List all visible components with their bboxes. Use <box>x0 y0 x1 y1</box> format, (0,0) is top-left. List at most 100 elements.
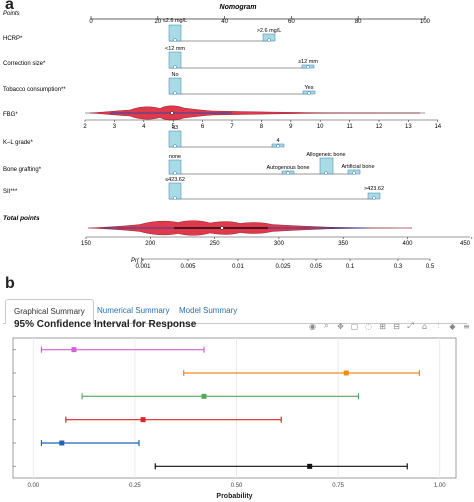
kl-label-low: ≤3 <box>172 125 178 131</box>
points-tick-label: 0 <box>89 19 93 25</box>
total-tick-label: 450 <box>460 241 471 247</box>
spike-lines-icon[interactable]: ⫶ <box>437 321 440 330</box>
box-mean-dot <box>173 65 177 69</box>
fbg-tick-label: 11 <box>346 124 353 130</box>
total-tick-label: 200 <box>145 241 156 247</box>
total-tick-label: 150 <box>81 241 92 247</box>
nomogram: Nomogram Points 0 20 40 60 80 100 HCRP* Correctio… <box>3 4 473 270</box>
pr-tick-label: 0.025 <box>275 264 291 270</box>
tobacco-label-yes: Yes <box>305 85 314 91</box>
bone-label-none: none <box>169 154 181 160</box>
zoom-out-icon[interactable]: ⊟ <box>393 321 400 331</box>
box-select-icon[interactable]: ▢ <box>350 321 359 331</box>
fbg-violin <box>89 105 421 121</box>
fbg-tick-label: 3 <box>113 124 117 130</box>
total-mean-dot <box>220 226 224 230</box>
bone-label-artificial: Artificial bone <box>341 164 374 170</box>
camera-icon[interactable]: ◉ <box>309 321 316 331</box>
box-mean-dot <box>372 196 376 200</box>
ci-tick-label: 0.25 <box>129 483 141 489</box>
tab-numerical-summary[interactable]: Numerical Summary <box>97 306 170 315</box>
bone-label-autogenous: Autogenous bone <box>266 165 309 171</box>
fbg-tick-label: 2 <box>83 124 87 130</box>
total-tick-label: 400 <box>402 241 413 247</box>
ci-tick-label: 1.00 <box>434 483 446 489</box>
box-mean-dot <box>276 144 280 148</box>
pr-tick-label: 0.05 <box>310 264 322 270</box>
hover-closest-icon[interactable]: ◆ <box>449 321 456 331</box>
row-label: FBG* <box>3 112 18 118</box>
nomogram-title: Nomogram <box>220 4 257 11</box>
row-label: Bone grafting* <box>3 167 42 173</box>
box-mean-dot <box>173 196 177 200</box>
panel-a-letter: a <box>5 0 14 13</box>
correction-label-high: ≥12 mm <box>298 59 318 65</box>
pr-label: Pr( ) <box>131 258 143 264</box>
tab-model-summary[interactable]: Model Summary <box>179 306 238 315</box>
row-label: Correction size* <box>3 61 46 67</box>
zoom-in-icon[interactable]: ⊞ <box>379 321 386 331</box>
box-mean-dot <box>173 91 177 95</box>
points-tick-label: 60 <box>288 19 295 25</box>
fbg-tick-label: 10 <box>317 124 324 130</box>
points-tick-label: 40 <box>221 19 228 25</box>
kl-label-high: 4 <box>276 138 279 144</box>
hcrp-label-high: >2.6 mg/L <box>257 28 282 34</box>
summary-tabs: Graphical Summary Numerical Summary Model … <box>3 299 467 324</box>
ci-point <box>71 347 77 353</box>
bone-label-allogeneic: Allogeneic bone <box>306 152 345 158</box>
pr-tick-label: 0.3 <box>394 264 403 270</box>
points-tick-label: 20 <box>154 19 161 25</box>
hcrp-label-low: ≤2.6 mg/L <box>163 18 187 24</box>
fbg-tick-label: 5 <box>172 124 176 130</box>
pr-tick-label: 0.005 <box>180 264 196 270</box>
box-mean-dot <box>307 91 311 95</box>
pr-tick-label: 0.1 <box>346 264 355 270</box>
fbg-tick-label: 6 <box>201 124 205 130</box>
correction-label-low: <12 mm <box>165 46 185 52</box>
box-mean-dot <box>306 65 310 69</box>
row-label: Tobacco consumption** <box>3 87 66 93</box>
ci-point <box>307 463 313 469</box>
box-mean-dot <box>267 38 271 42</box>
ci-point <box>201 393 207 399</box>
sii-label-high: >423.62 <box>364 186 384 192</box>
box-mean-dot <box>173 144 177 148</box>
total-tick-label: 300 <box>274 241 285 247</box>
ci-plot-area <box>12 337 457 479</box>
tab-graphical-summary[interactable]: Graphical Summary <box>5 299 94 324</box>
reset-axes-icon[interactable]: ⌂ <box>421 321 428 331</box>
box-mean-dot <box>324 171 328 175</box>
tobacco-label-no: No <box>171 72 178 78</box>
fbg-tick-label: 9 <box>289 124 293 130</box>
box-mean-dot <box>352 171 356 175</box>
total-tick-label: 350 <box>338 241 349 247</box>
ci-tick-label: 0.75 <box>332 483 344 489</box>
points-tick-label: 80 <box>355 19 362 25</box>
box-mean-dot <box>286 171 290 175</box>
fbg-tick-label: 12 <box>376 124 383 130</box>
points-label: Points <box>3 11 20 17</box>
total-points-label: Total points <box>3 215 40 222</box>
fbg-tick-label: 14 <box>434 124 441 130</box>
ci-x-axis-label: Probability <box>216 493 252 500</box>
lasso-icon[interactable]: ◌ <box>365 321 372 331</box>
autoscale-icon[interactable]: ⤢ <box>407 321 414 330</box>
ci-chart-title: 95% Confidence Interval for Response <box>14 319 197 330</box>
fbg-tick-label: 4 <box>142 124 146 130</box>
fbg-tick-label: 13 <box>405 124 412 130</box>
ci-tick-label: 0.00 <box>27 483 39 489</box>
pr-tick-label: 0.001 <box>135 264 151 270</box>
zoom-icon[interactable]: ⌕ <box>324 321 329 330</box>
row-label: SII*** <box>3 189 18 195</box>
hover-compare-icon[interactable]: ≡ <box>463 321 470 331</box>
plot-toolbar: ◉⌕✥▢◌⊞⊟⤢⌂⫶◆≡▮ <box>307 320 474 332</box>
panel-b-letter: b <box>5 275 15 292</box>
pan-icon[interactable]: ✥ <box>337 321 344 331</box>
fbg-tick-label: 8 <box>260 124 264 130</box>
box-mean-dot <box>173 38 177 42</box>
pr-tick-label: 0.5 <box>426 264 435 270</box>
box-mean-dot <box>173 171 177 175</box>
total-tick-label: 250 <box>210 241 221 247</box>
row-label: K–L grade* <box>3 140 33 146</box>
